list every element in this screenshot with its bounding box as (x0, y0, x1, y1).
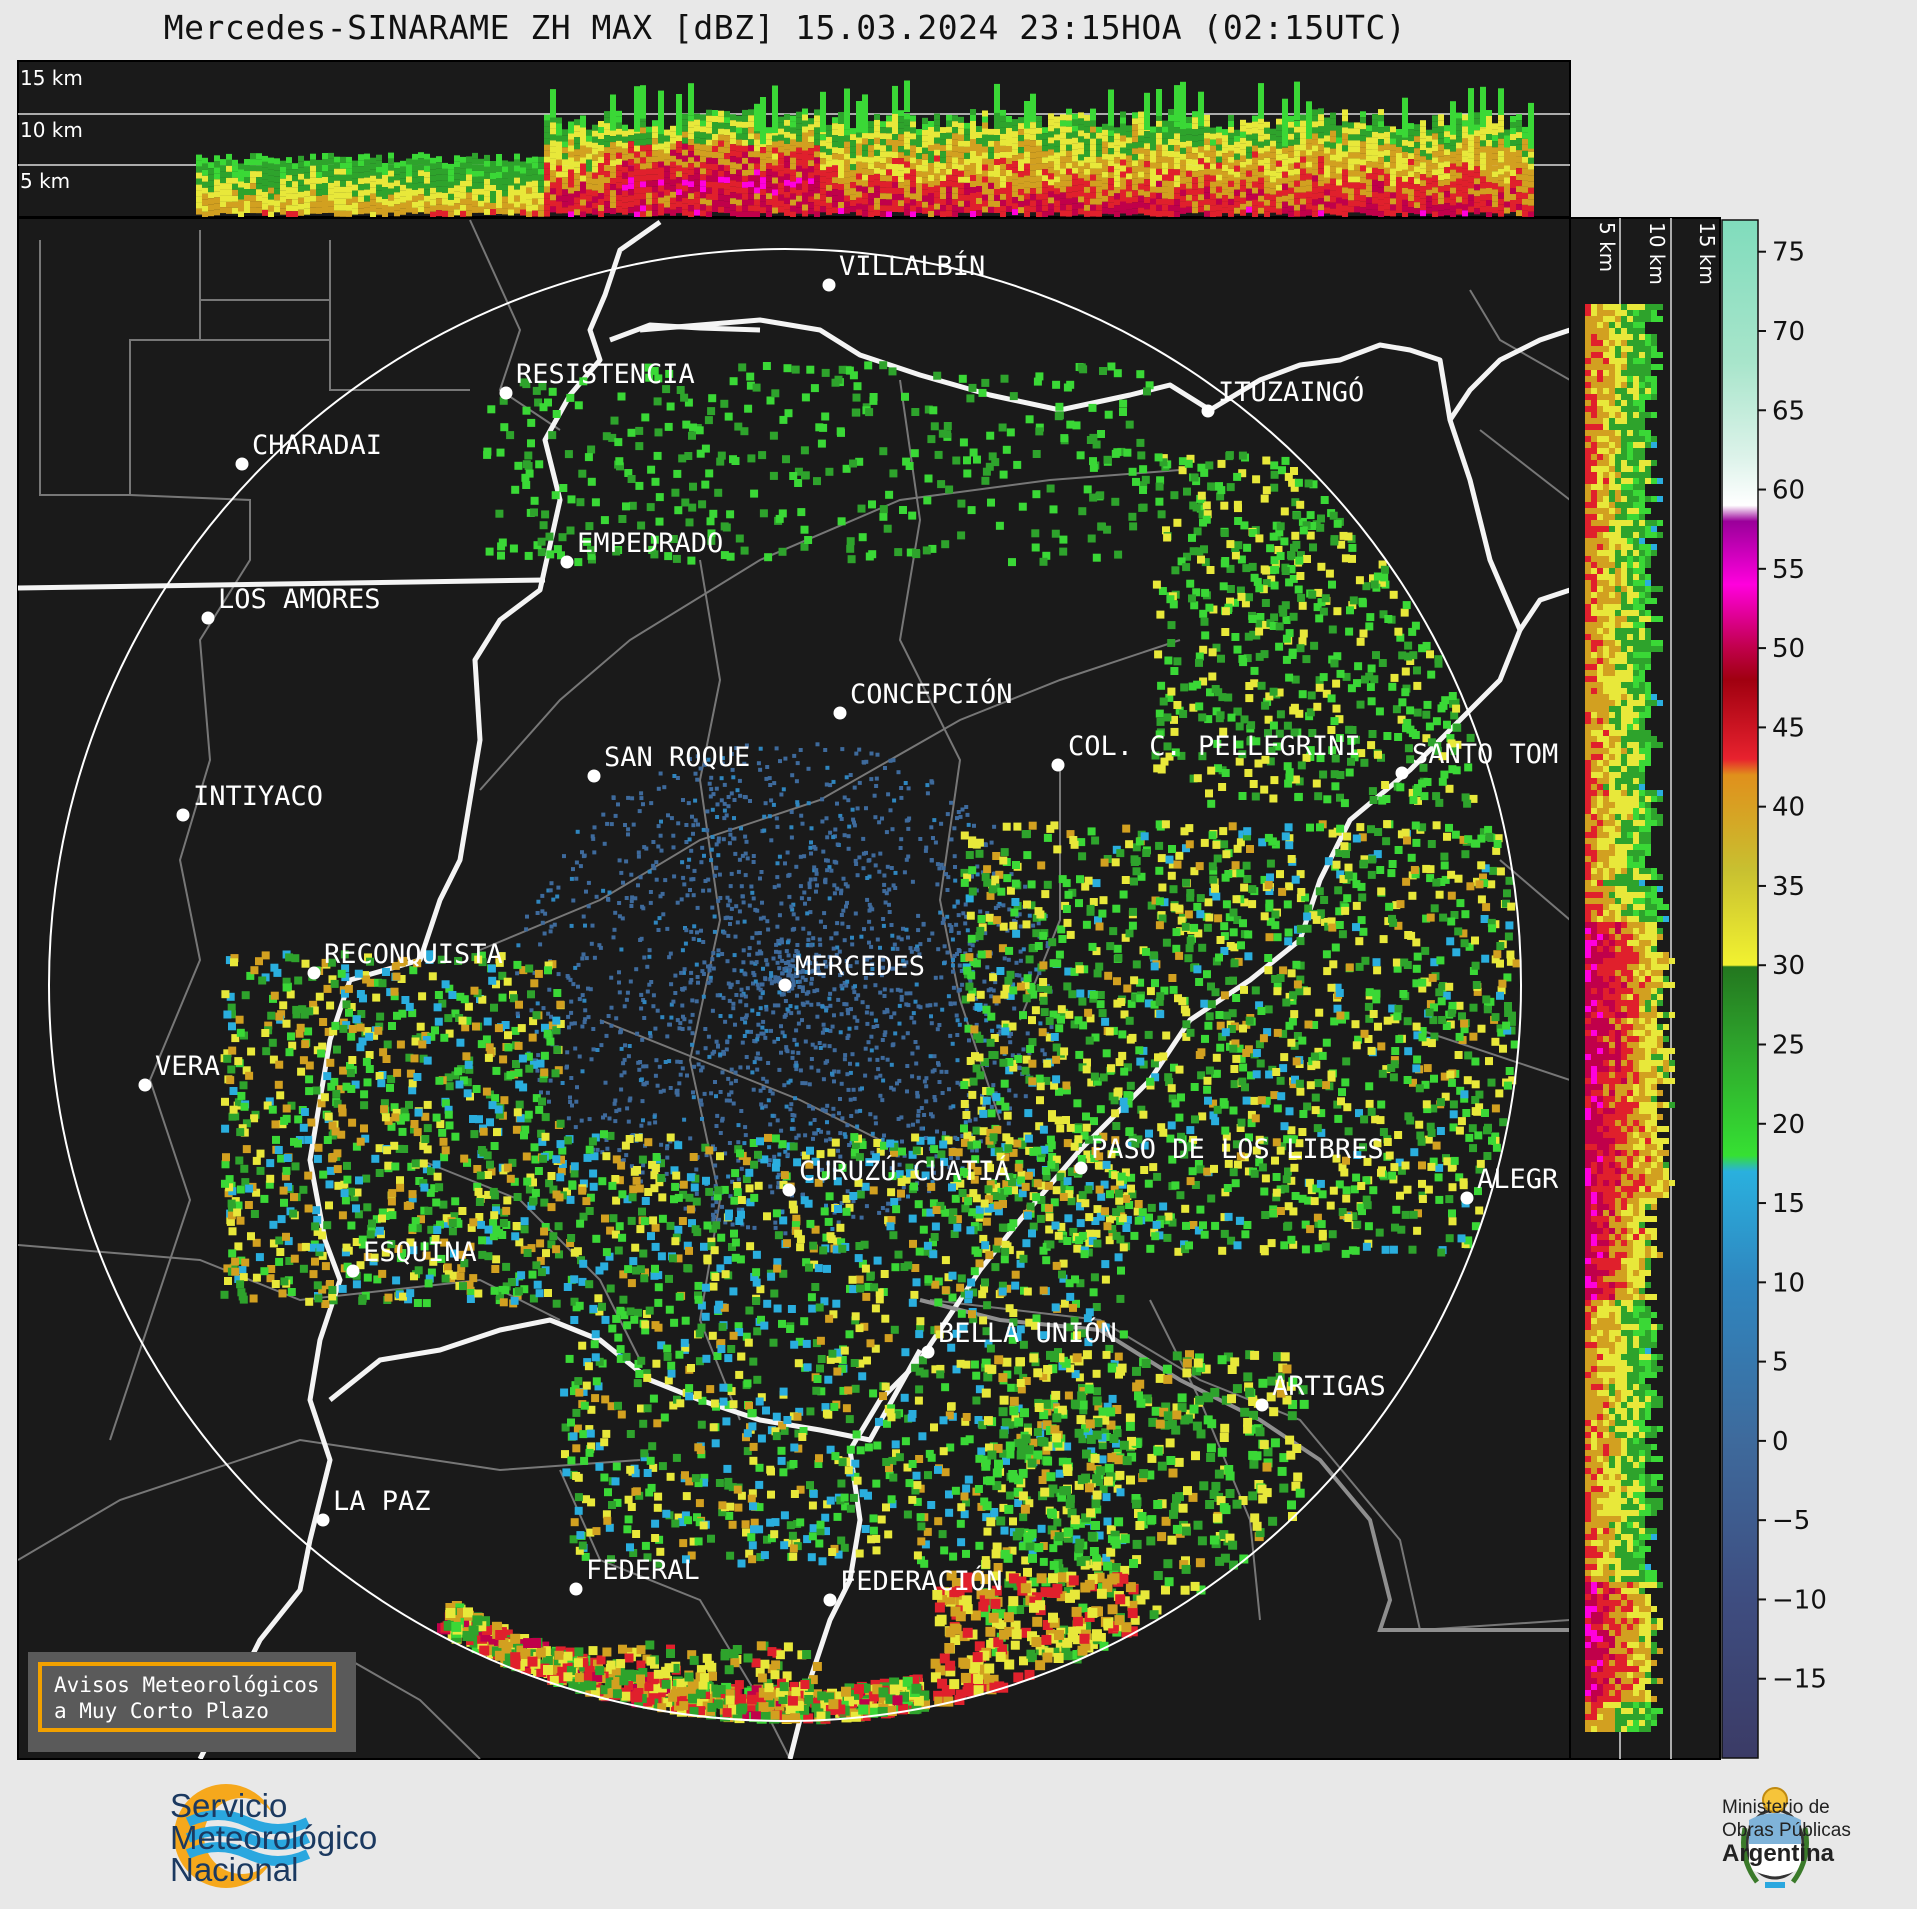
colorbar-tick-label: −15 (1772, 1665, 1827, 1695)
city-dot (138, 1078, 152, 1092)
city-label: COL. C. PELLEGRINI (1068, 731, 1361, 762)
city-label: CURUZÚ CUATIÁ (799, 1155, 1010, 1187)
ministerio-line-3: Argentina (1722, 1840, 1835, 1867)
city-label: ARTIGAS (1272, 1371, 1386, 1402)
city-label: CHARADAI (252, 430, 382, 461)
ministerio-line-1: Ministerio de (1722, 1797, 1830, 1818)
side-height-10km: 10 km (1645, 222, 1669, 285)
city-dot (1201, 404, 1215, 418)
city-dot (823, 1593, 837, 1607)
city-label: VILLALBÍN (839, 250, 985, 282)
main-map: VILLALBÍN RESISTENCIA CHARADAI ITUZAINGÓ EMP… (17, 217, 1571, 1760)
city-dot (316, 1513, 330, 1527)
smn-line-3: Nacional (170, 1851, 299, 1888)
smn-name: Servicio Meteorológico Nacional (170, 1787, 378, 1888)
city-dot (1051, 758, 1065, 772)
colorbar-tick-label: 60 (1772, 476, 1805, 506)
argentina-coat-of-arms-icon (1741, 1787, 1809, 1888)
colorbar-tick-label: 35 (1772, 872, 1805, 902)
city-dot (782, 1183, 796, 1197)
city-label: RESISTENCIA (516, 359, 695, 390)
top-height-10km: 10 km (20, 118, 83, 142)
colorbar-tick-label: 75 (1772, 238, 1805, 268)
colorbar-tick-label: 45 (1772, 713, 1805, 743)
city-label: INTIYACO (193, 781, 323, 812)
city-label: SANTO TOM (1412, 739, 1558, 770)
city-label: CONCEPCIÓN (850, 678, 1013, 710)
city-label: SAN ROQUE (604, 742, 750, 773)
city-dot (176, 808, 190, 822)
city-label: VERA (155, 1051, 220, 1082)
colorbar-tick-label: 25 (1772, 1030, 1805, 1060)
city-dot (822, 278, 836, 292)
city-label: FEDERAL (586, 1555, 700, 1586)
city-dot (587, 769, 601, 783)
top-height-15km: 15 km (20, 66, 83, 90)
city-dot (307, 966, 321, 980)
chart-title: Mercedes-SINARAME ZH MAX [dBZ] 15.03.202… (163, 8, 1407, 47)
colorbar-tick-label: 0 (1772, 1427, 1789, 1457)
radar-range-ring (48, 248, 1522, 1722)
city-label: ITUZAINGÓ (1218, 376, 1364, 408)
side-height-panel: 5 km 10 km 15 km (1569, 217, 1721, 1760)
city-dot (569, 1582, 583, 1596)
radar-echo-field (220, 361, 1521, 1725)
colorbar-tick-label: 10 (1772, 1268, 1805, 1298)
colorbar-tick-label: 40 (1772, 793, 1805, 823)
city-markers: VILLALBÍN RESISTENCIA CHARADAI ITUZAINGÓ EMP… (138, 250, 1559, 1607)
city-label: LA PAZ (333, 1486, 431, 1517)
city-label: PASO DE LOS LIBRES (1091, 1134, 1384, 1165)
colorbar-tick-label: 30 (1772, 951, 1805, 981)
avisos-badge: Avisos Meteorológicos a Muy Corto Plazo (28, 1652, 356, 1752)
city-dot (235, 457, 249, 471)
avisos-line-2: a Muy Corto Plazo (54, 1699, 269, 1723)
colorbar-tick-label: 65 (1772, 396, 1805, 426)
colorbar-tick-label: 50 (1772, 634, 1805, 664)
city-dot (499, 386, 513, 400)
city-dot (921, 1345, 935, 1359)
smn-logo-icon (174, 1784, 311, 1888)
city-label: ESQUINA (363, 1237, 477, 1268)
smn-line-2: Meteorológico (170, 1819, 378, 1856)
colorbar-tick-label: −10 (1772, 1585, 1827, 1615)
ministerio-line-2: Obras Públicas (1722, 1820, 1851, 1841)
city-dot (833, 706, 847, 720)
city-dot (346, 1264, 360, 1278)
city-label: BELLA UNIÓN (938, 1317, 1117, 1349)
city-label: MERCEDES (795, 951, 925, 982)
city-label: FEDERACIÓN (840, 1565, 1003, 1597)
colorbar-tick-label: 70 (1772, 317, 1805, 347)
city-label: LOS AMORES (218, 584, 381, 615)
colorbar-tick-label: 5 (1772, 1348, 1789, 1378)
colorbar-tick-label: −5 (1772, 1506, 1810, 1536)
top-height-panel: 15 km 10 km 5 km (17, 60, 1571, 218)
city-label: ALEGR (1477, 1164, 1559, 1195)
colorbar-tick-label: 55 (1772, 555, 1805, 585)
side-panel-echo (1585, 304, 1675, 1732)
department-boundaries (18, 219, 1570, 1759)
city-dot (1460, 1191, 1474, 1205)
smn-line-1: Servicio (170, 1787, 288, 1824)
colorbar-tick-label: 20 (1772, 1110, 1805, 1140)
city-dot (560, 555, 574, 569)
city-dot (1395, 766, 1409, 780)
ministerio-name: Ministerio de Obras Públicas Argentina (1722, 1796, 1851, 1867)
side-height-5km: 5 km (1595, 222, 1619, 272)
side-height-15km: 15 km (1695, 222, 1719, 285)
top-height-5km: 5 km (20, 169, 70, 193)
avisos-line-1: Avisos Meteorológicos (54, 1673, 320, 1697)
colorbar-tick-label: 15 (1772, 1189, 1805, 1219)
top-panel-echo (196, 80, 1534, 218)
city-label: EMPEDRADO (577, 528, 723, 559)
city-label: RECONQUISTA (324, 939, 503, 970)
city-dot (778, 978, 792, 992)
city-dot (201, 611, 215, 625)
city-dot (1074, 1161, 1088, 1175)
colorbar-ramp (1721, 219, 1759, 1759)
city-dot (1255, 1398, 1269, 1412)
